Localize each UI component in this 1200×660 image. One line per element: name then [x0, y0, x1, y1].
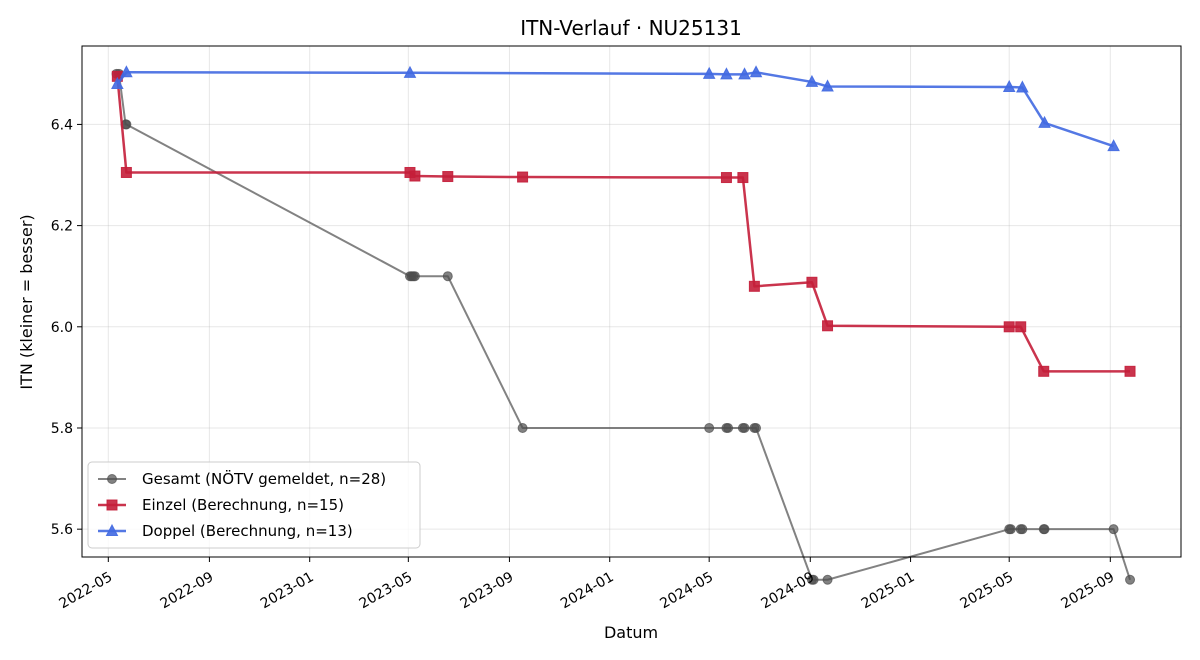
x-tick-label: 2022-05	[57, 569, 116, 612]
data-point-doppel	[1038, 115, 1051, 128]
x-tick-label: 2023-05	[357, 569, 416, 612]
data-point-einzel	[517, 171, 529, 183]
y-axis-label: ITN (kleiner = besser)	[17, 214, 36, 389]
series-einzel	[111, 70, 1136, 377]
series-line-doppel	[116, 71, 1114, 148]
data-point-gesamt	[808, 574, 819, 585]
data-point-doppel	[702, 66, 716, 79]
data-point-doppel	[805, 74, 819, 87]
series-doppel	[111, 65, 1120, 152]
legend-label: Einzel (Berechnung, n=15)	[142, 496, 344, 514]
data-point-einzel	[737, 172, 749, 184]
data-point-gesamt	[517, 422, 528, 433]
data-point-doppel	[1016, 80, 1029, 93]
data-point-gesamt	[1125, 574, 1136, 585]
data-point-doppel	[403, 65, 417, 78]
data-point-gesamt	[822, 574, 833, 585]
data-point-einzel	[822, 320, 834, 332]
legend-marker	[106, 499, 118, 511]
legend-box	[87, 461, 421, 549]
y-tick-label: 6.2	[51, 219, 73, 235]
x-tick-label: 2025-01	[859, 569, 918, 612]
plot-frame	[81, 45, 1182, 558]
y-tick-label: 6.4	[51, 117, 73, 133]
data-point-gesamt	[1005, 524, 1016, 535]
x-tick-label: 2025-05	[957, 569, 1016, 612]
data-point-gesamt	[1039, 524, 1050, 535]
data-point-einzel	[120, 166, 132, 178]
legend: Gesamt (NÖTV gemeldet, n=28) Einzel (Bere…	[87, 461, 421, 549]
data-point-doppel	[720, 67, 733, 80]
legend-label: Doppel (Berechnung, n=13)	[142, 522, 353, 540]
legend-item-gesamt: Gesamt (NÖTV gemeldet, n=28)	[98, 469, 386, 488]
legend-item-doppel: Doppel (Berechnung, n=13)	[98, 522, 353, 540]
x-tick-label: 2023-01	[258, 569, 317, 612]
legend-marker	[105, 523, 119, 536]
data-point-einzel	[748, 280, 760, 292]
data-point-gesamt	[704, 422, 715, 433]
legend-label: Gesamt (NÖTV gemeldet, n=28)	[142, 469, 386, 488]
data-point-doppel	[1107, 139, 1120, 152]
data-point-gesamt	[1108, 524, 1119, 535]
data-point-doppel	[111, 76, 124, 89]
data-point-einzel	[806, 276, 818, 288]
x-tick-label: 2025-09	[1059, 569, 1118, 612]
data-point-einzel	[442, 171, 454, 183]
data-point-doppel	[749, 65, 763, 78]
y-tick-label: 5.8	[51, 421, 73, 437]
x-tick-label: 2024-09	[759, 569, 818, 612]
data-point-doppel	[738, 67, 751, 80]
series-layer	[111, 65, 1136, 585]
data-point-einzel	[1124, 365, 1136, 377]
data-point-gesamt	[751, 422, 762, 433]
x-tick-label: 2024-05	[657, 569, 716, 612]
data-point-einzel	[1038, 365, 1050, 377]
x-tick-label: 2024-01	[558, 569, 617, 612]
data-point-gesamt	[1017, 524, 1028, 535]
x-axis-label: Datum	[604, 623, 658, 642]
data-point-einzel	[720, 172, 732, 184]
data-point-einzel	[409, 170, 421, 182]
data-point-gesamt	[442, 271, 453, 282]
y-tick-label: 5.6	[51, 522, 73, 538]
data-point-gesamt	[409, 271, 420, 282]
legend-marker	[107, 474, 117, 484]
data-point-doppel	[120, 65, 133, 78]
legend-item-einzel: Einzel (Berechnung, n=15)	[98, 496, 344, 514]
data-point-einzel	[1015, 321, 1027, 333]
y-tick-label: 6.0	[51, 320, 73, 336]
x-tick-label: 2023-09	[458, 569, 517, 612]
data-point-einzel	[1003, 321, 1015, 333]
data-point-gesamt	[723, 422, 734, 433]
chart-title: ITN-Verlauf · NU25131	[520, 16, 742, 40]
x-tick-label: 2022-09	[158, 569, 217, 612]
data-point-doppel	[821, 79, 834, 92]
data-point-doppel	[1002, 79, 1016, 92]
data-point-gesamt	[739, 422, 750, 433]
